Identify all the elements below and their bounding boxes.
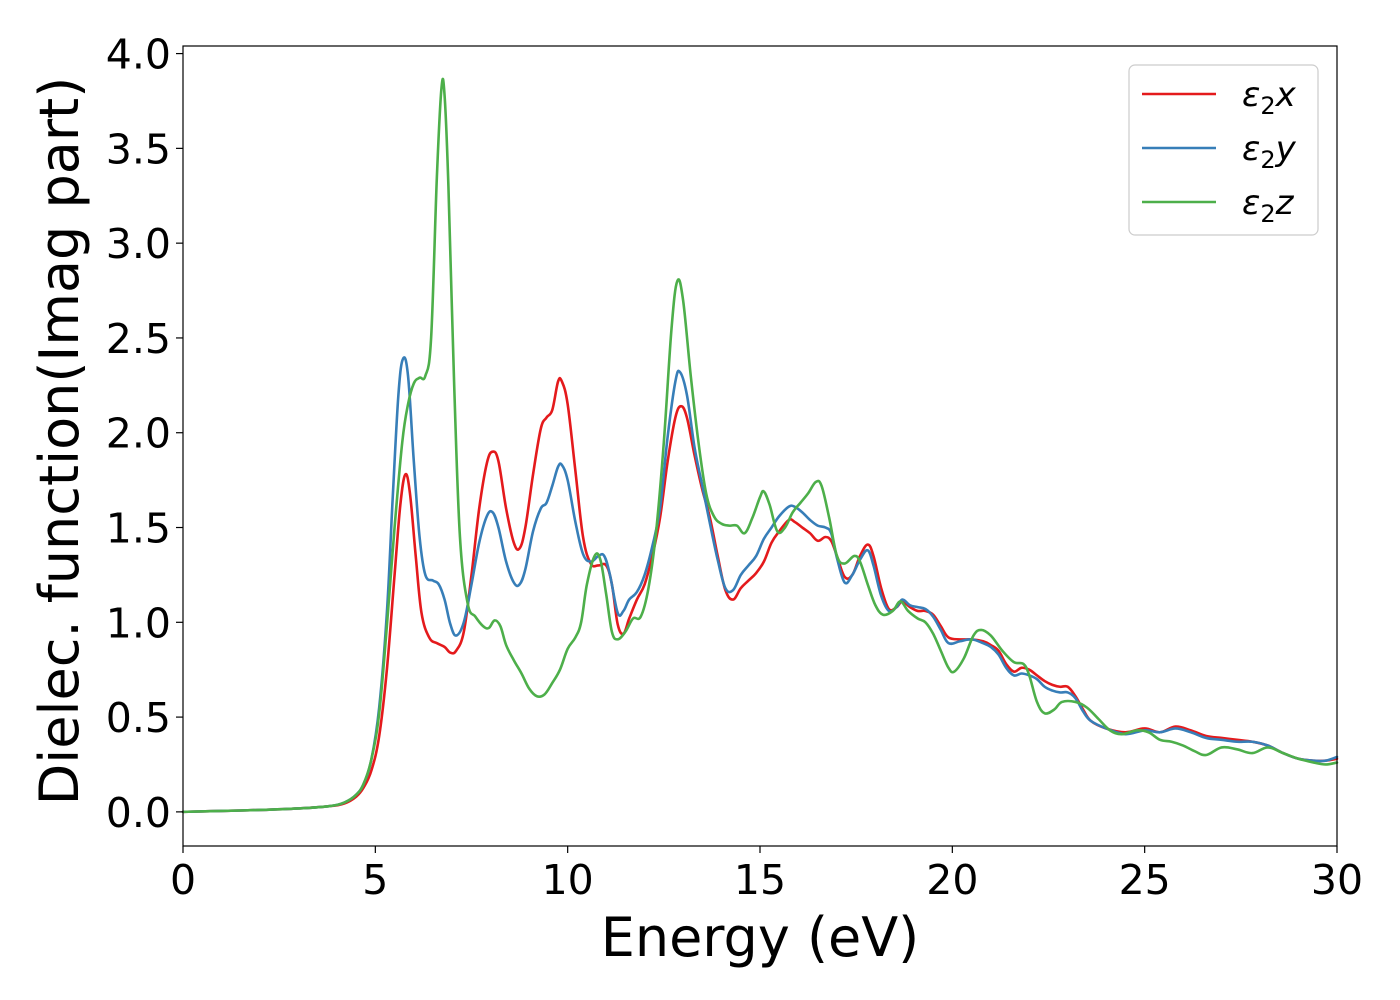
y-tick-label: 4.0 — [106, 31, 171, 79]
x-tick-label: 0 — [170, 856, 196, 904]
y-tick-label: 0.5 — [106, 694, 171, 742]
y-tick-label: 1.0 — [106, 599, 171, 647]
y-tick-label: 2.0 — [106, 410, 171, 458]
legend-label-z: ε2z — [1242, 183, 1295, 228]
legend-box — [1128, 64, 1319, 236]
series-line-y — [181, 356, 1339, 814]
y-tick-label: 3.0 — [106, 220, 171, 268]
x-tick-label: 15 — [734, 856, 786, 904]
y-tick-label: 1.5 — [106, 505, 171, 553]
y-tick-label: 0.0 — [106, 789, 171, 837]
legend-label-y: ε2y — [1242, 129, 1297, 174]
x-tick-label: 10 — [542, 856, 594, 904]
x-axis-ticks: 0 5 10 15 20 25 30 — [170, 846, 1363, 904]
y-axis-title: Dielec. function(Imag part) — [28, 77, 91, 806]
x-tick-label: 20 — [926, 856, 978, 904]
y-tick-label: 3.5 — [106, 125, 171, 173]
series-layer — [181, 77, 1339, 814]
x-tick-label: 25 — [1119, 856, 1171, 904]
x-tick-label: 5 — [362, 856, 388, 904]
x-tick-label: 30 — [1311, 856, 1363, 904]
legend: ε2x ε2y ε2z — [1128, 64, 1319, 236]
y-tick-label: 2.5 — [106, 315, 171, 363]
legend-label-x: ε2x — [1242, 75, 1297, 120]
x-axis-title: Energy (eV) — [601, 906, 920, 969]
series-line-x — [181, 376, 1339, 814]
y-axis-ticks: 0.0 0.5 1.0 1.5 2.0 2.5 3.0 3.5 4.0 — [106, 31, 183, 837]
series-line-z — [181, 77, 1339, 814]
